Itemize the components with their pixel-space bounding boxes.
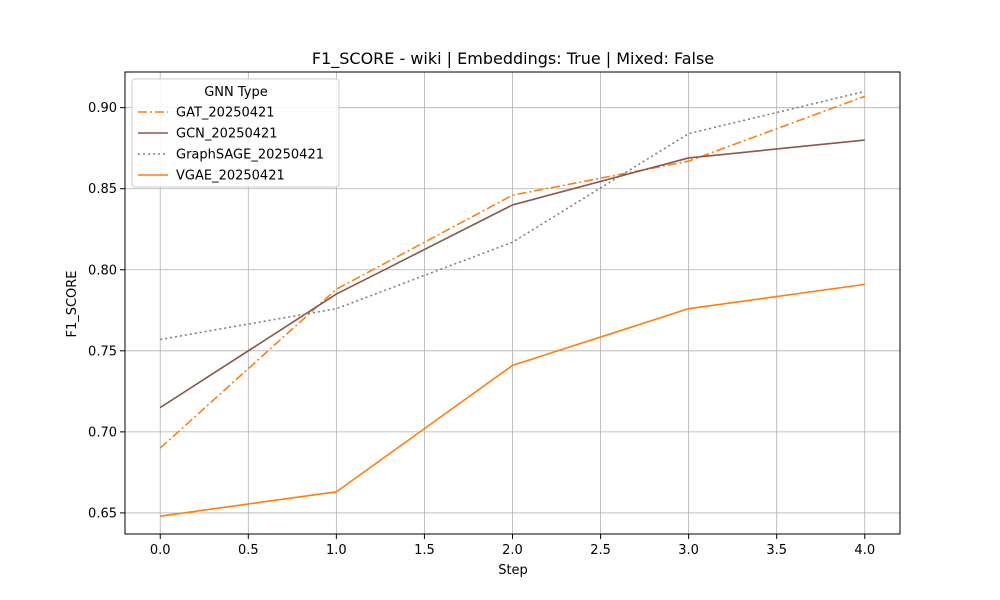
y-tick-label: 0.65 <box>88 506 117 521</box>
series-line-gcn-20250421 <box>159 139 865 409</box>
y-tick-label: 0.85 <box>88 182 117 197</box>
legend: GNN Type GAT_20250421 GCN_20250421 GraphSA… <box>131 78 340 188</box>
series-line-vgae-20250421 <box>160 283 865 517</box>
y-axis-label: F1_SCORE <box>65 270 80 337</box>
grid <box>125 72 900 534</box>
series-lines <box>159 90 866 517</box>
y-tick-label: 0.80 <box>88 263 117 278</box>
x-tick-label: 0.5 <box>238 543 259 558</box>
legend-box <box>131 78 340 188</box>
chart-title: F1_SCORE - wiki | Embeddings: True | Mix… <box>312 49 714 69</box>
x-tick-label: 1.5 <box>414 543 435 558</box>
x-axis-ticks: 0.0 0.5 1.0 1.5 2.0 2.5 3.0 3.5 4.0 <box>150 534 875 558</box>
legend-label: GraphSAGE_20250421 <box>176 148 324 163</box>
x-tick-label: 2.0 <box>502 543 523 558</box>
x-tick-label: 3.5 <box>766 543 787 558</box>
x-tick-label: 0.0 <box>150 543 171 558</box>
legend-label: VGAE_20250421 <box>176 169 285 184</box>
x-axis-label: Step <box>498 563 528 578</box>
x-tick-label: 1.0 <box>326 543 347 558</box>
x-tick-label: 2.5 <box>590 543 611 558</box>
y-tick-label: 0.75 <box>88 344 117 359</box>
x-tick-label: 4.0 <box>854 543 875 558</box>
y-tick-label: 0.70 <box>88 425 117 440</box>
y-tick-label: 0.90 <box>88 101 117 116</box>
x-tick-label: 3.0 <box>678 543 699 558</box>
legend-label: GAT_20250421 <box>176 106 275 121</box>
legend-title: GNN Type <box>204 85 268 100</box>
y-axis-ticks: 0.65 0.70 0.75 0.80 0.85 0.90 <box>88 101 125 521</box>
series-line-gat-20250421 <box>159 95 866 449</box>
legend-label: GCN_20250421 <box>176 127 278 142</box>
